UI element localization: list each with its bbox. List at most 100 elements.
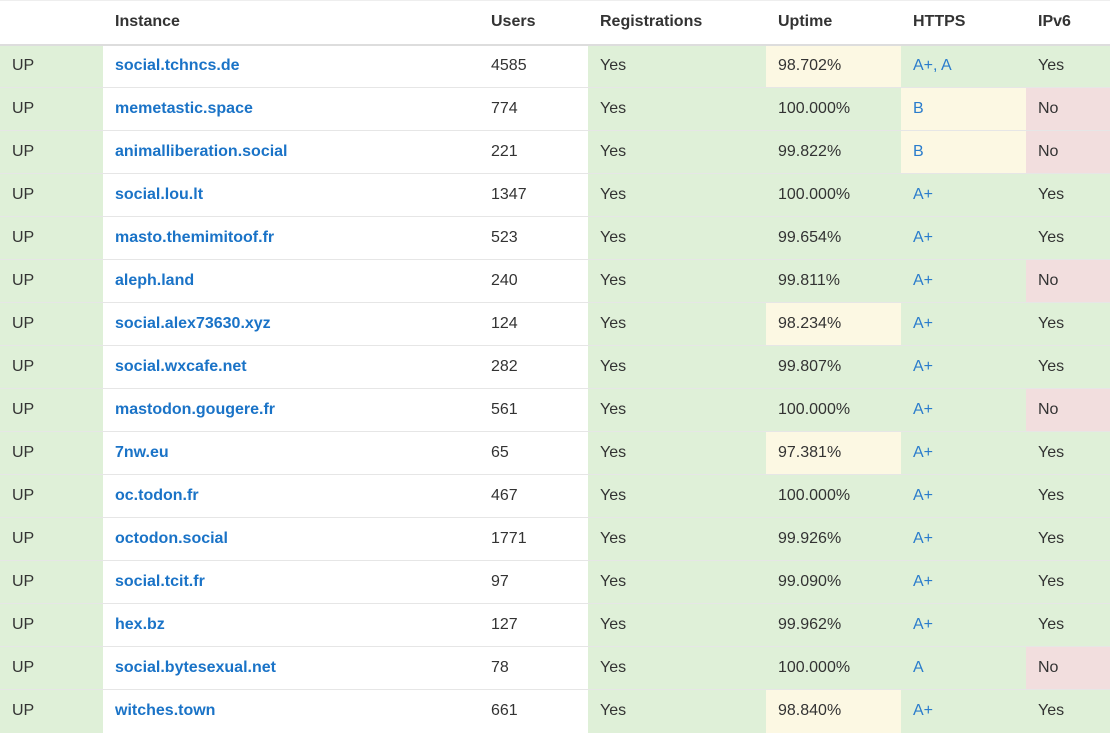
uptime-cell: 99.962% — [766, 603, 901, 647]
ipv6-cell: Yes — [1026, 431, 1110, 475]
https-grade[interactable]: A+ — [913, 401, 934, 418]
header-users[interactable]: Users — [479, 0, 588, 46]
table-row: UP octodon.social 1771 Yes 99.926% A+ Ye… — [0, 517, 1110, 561]
instance-link[interactable]: octodon.social — [115, 530, 228, 547]
instance-link[interactable]: mastodon.gougere.fr — [115, 401, 276, 418]
instance-link[interactable]: masto.themimitoof.fr — [115, 229, 275, 246]
https-grade[interactable]: A — [913, 659, 924, 676]
instance-link[interactable]: animalliberation.social — [115, 143, 288, 160]
ipv6-cell: Yes — [1026, 560, 1110, 604]
registrations-cell: Yes — [588, 130, 766, 174]
https-cell: A — [901, 646, 1026, 690]
users-cell: 561 — [479, 388, 588, 432]
instance-link[interactable]: oc.todon.fr — [115, 487, 199, 504]
instance-cell: social.tchncs.de — [103, 44, 479, 88]
https-grade[interactable]: B — [913, 143, 924, 160]
instance-cell: mastodon.gougere.fr — [103, 388, 479, 432]
instance-link[interactable]: memetastic.space — [115, 100, 253, 117]
https-grade[interactable]: A+ — [913, 702, 934, 720]
instance-cell: social.alex73630.xyz — [103, 302, 479, 346]
status-cell: UP — [0, 87, 103, 131]
https-grade[interactable]: A+ — [913, 272, 934, 289]
status-cell: UP — [0, 259, 103, 303]
uptime-cell: 100.000% — [766, 87, 901, 131]
ipv6-cell: Yes — [1026, 44, 1110, 88]
https-grade[interactable]: A+ — [913, 444, 934, 461]
registrations-cell: Yes — [588, 603, 766, 647]
instance-link[interactable]: hex.bz — [115, 616, 165, 633]
instance-link[interactable]: aleph.land — [115, 272, 195, 289]
instance-cell: masto.themimitoof.fr — [103, 216, 479, 260]
table-row: UP social.tcit.fr 97 Yes 99.090% A+ Yes — [0, 560, 1110, 604]
uptime-cell: 100.000% — [766, 388, 901, 432]
instance-link[interactable]: witches.town — [115, 702, 216, 720]
uptime-cell: 99.090% — [766, 560, 901, 604]
table-row: UP memetastic.space 774 Yes 100.000% B N… — [0, 87, 1110, 131]
instance-link[interactable]: social.wxcafe.net — [115, 358, 247, 375]
https-grade[interactable]: A+ — [913, 358, 934, 375]
instance-cell: social.wxcafe.net — [103, 345, 479, 389]
status-cell: UP — [0, 646, 103, 690]
header-https[interactable]: HTTPS — [901, 0, 1026, 46]
https-grade[interactable]: B — [913, 100, 924, 117]
status-cell: UP — [0, 560, 103, 604]
https-grade[interactable]: A+ — [913, 229, 934, 246]
https-grade[interactable]: A+ — [913, 573, 934, 590]
https-grade[interactable]: A+, A — [913, 57, 952, 75]
instance-link[interactable]: social.tchncs.de — [115, 57, 240, 75]
status-cell: UP — [0, 603, 103, 647]
https-cell: A+, A — [901, 44, 1026, 88]
instance-cell: animalliberation.social — [103, 130, 479, 174]
header-registrations[interactable]: Registrations — [588, 0, 766, 46]
ipv6-cell: Yes — [1026, 216, 1110, 260]
table-row: UP social.tchncs.de 4585 Yes 98.702% A+,… — [0, 44, 1110, 88]
status-cell: UP — [0, 173, 103, 217]
https-cell: A+ — [901, 517, 1026, 561]
uptime-cell: 99.807% — [766, 345, 901, 389]
registrations-cell: Yes — [588, 474, 766, 518]
ipv6-cell: Yes — [1026, 603, 1110, 647]
instance-link[interactable]: social.tcit.fr — [115, 573, 205, 590]
status-cell: UP — [0, 216, 103, 260]
status-cell: UP — [0, 345, 103, 389]
uptime-cell: 97.381% — [766, 431, 901, 475]
https-grade[interactable]: A+ — [913, 530, 934, 547]
ipv6-cell: No — [1026, 646, 1110, 690]
ipv6-cell: No — [1026, 130, 1110, 174]
users-cell: 221 — [479, 130, 588, 174]
status-cell: UP — [0, 517, 103, 561]
table-row: UP witches.town 661 Yes 98.840% A+ Yes — [0, 689, 1110, 733]
table-row: UP mastodon.gougere.fr 561 Yes 100.000% … — [0, 388, 1110, 432]
instance-link[interactable]: social.bytesexual.net — [115, 659, 276, 676]
ipv6-cell: Yes — [1026, 474, 1110, 518]
header-instance[interactable]: Instance — [103, 0, 479, 46]
registrations-cell: Yes — [588, 689, 766, 733]
https-cell: A+ — [901, 345, 1026, 389]
registrations-cell: Yes — [588, 44, 766, 88]
https-grade[interactable]: A+ — [913, 616, 934, 633]
instance-link[interactable]: social.lou.lt — [115, 186, 204, 203]
header-status[interactable] — [0, 0, 103, 46]
instance-cell: witches.town — [103, 689, 479, 733]
users-cell: 124 — [479, 302, 588, 346]
https-cell: A+ — [901, 388, 1026, 432]
https-cell: A+ — [901, 259, 1026, 303]
https-grade[interactable]: A+ — [913, 315, 934, 332]
https-cell: A+ — [901, 560, 1026, 604]
https-grade[interactable]: A+ — [913, 487, 934, 504]
https-grade[interactable]: A+ — [913, 186, 934, 203]
status-cell: UP — [0, 302, 103, 346]
table-row: UP social.wxcafe.net 282 Yes 99.807% A+ … — [0, 345, 1110, 389]
ipv6-cell: Yes — [1026, 173, 1110, 217]
instance-cell: social.lou.lt — [103, 173, 479, 217]
table-row: UP social.alex73630.xyz 124 Yes 98.234% … — [0, 302, 1110, 346]
header-uptime[interactable]: Uptime — [766, 0, 901, 46]
registrations-cell: Yes — [588, 87, 766, 131]
users-cell: 1771 — [479, 517, 588, 561]
users-cell: 774 — [479, 87, 588, 131]
instance-link[interactable]: social.alex73630.xyz — [115, 315, 271, 332]
instance-link[interactable]: 7nw.eu — [115, 444, 169, 461]
header-ipv6[interactable]: IPv6 — [1026, 0, 1110, 46]
status-cell: UP — [0, 388, 103, 432]
